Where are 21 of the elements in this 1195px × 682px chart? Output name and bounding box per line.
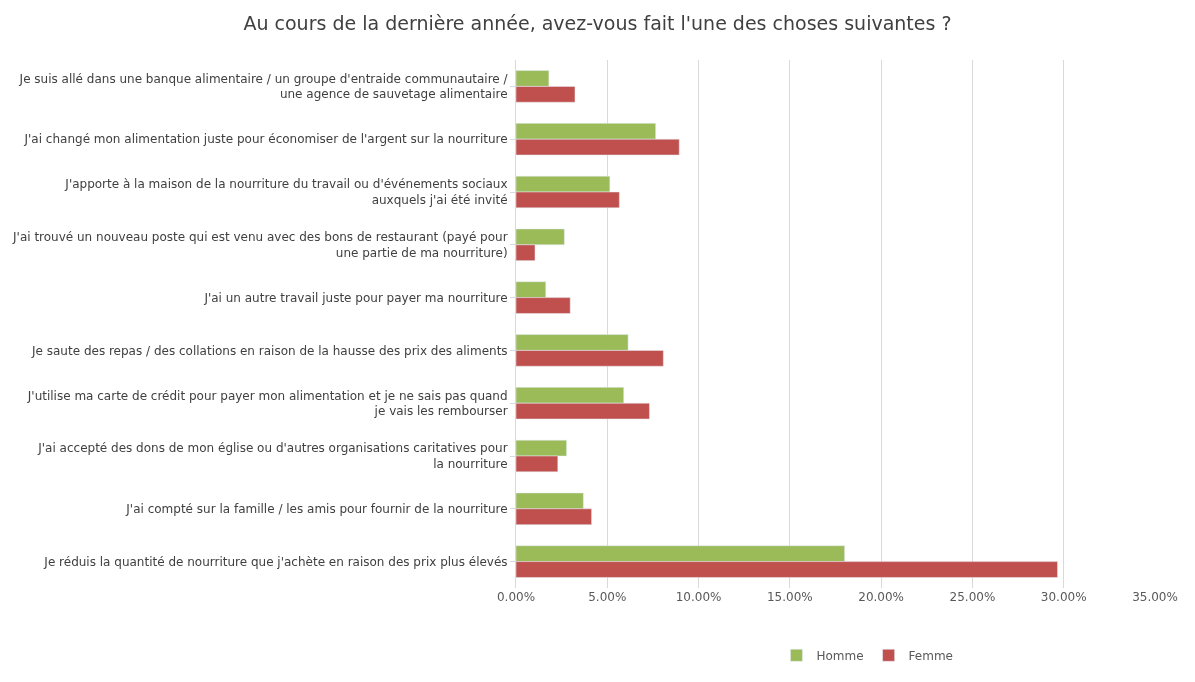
x-tick-label: 35.00%	[1132, 590, 1178, 604]
y-tick-label: J'apporte à la maison de la nourriture du travail ou d'événements sociaux auxquels j'ai été invité	[64, 177, 508, 207]
x-tick-label: 10.00%	[675, 590, 722, 604]
y-tick-label: J'ai compté sur la famille / les amis pour fournir de la nourriture	[125, 502, 508, 516]
y-tick-label: Je suis allé dans une banque alimentaire / un groupe d'entraide communautaire / une agence de sauvetage alimentaire	[18, 71, 509, 102]
y-tick-label: J'ai un autre travail juste pour payer ma nourriture	[203, 290, 508, 305]
y-tick-label: Je réduis la quantité de nourriture que j'achète en raison des prix plus élevés	[43, 554, 508, 569]
legend-label: Homme	[816, 648, 864, 663]
x-tick-label: 30.00%	[1040, 590, 1087, 604]
x-tick-label: 25.00%	[949, 590, 996, 604]
y-tick-label: J'ai accepté des dons de mon église ou d'autres organisations caritatives pour la nourriture	[37, 441, 508, 471]
x-tick-label: 5.00%	[588, 590, 627, 604]
chart-title: Au cours de la dernière année, avez-vous fait l'une des choses suivantes ?	[243, 12, 952, 34]
y-tick-label: J'ai changé mon alimentation juste pour économiser de l'argent sur la nourriture	[23, 132, 508, 147]
x-tick-label: 20.00%	[858, 590, 905, 604]
y-tick-label: J'utilise ma carte de crédit pour payer mon alimentation et je ne sais pas quand je vais les rembourser	[26, 388, 508, 419]
y-tick-label: J'ai trouvé un nouveau poste qui est venu avec des bons de restaurant (payé pour une partie de ma nourriture)	[12, 230, 508, 260]
legend-label: Femme	[908, 648, 953, 663]
x-tick-label: 0.00%	[496, 590, 536, 604]
x-tick-label: 15.00%	[766, 590, 813, 604]
y-tick-label: Je saute des repas / des collations en raison de la hausse des prix des aliments	[31, 343, 508, 358]
